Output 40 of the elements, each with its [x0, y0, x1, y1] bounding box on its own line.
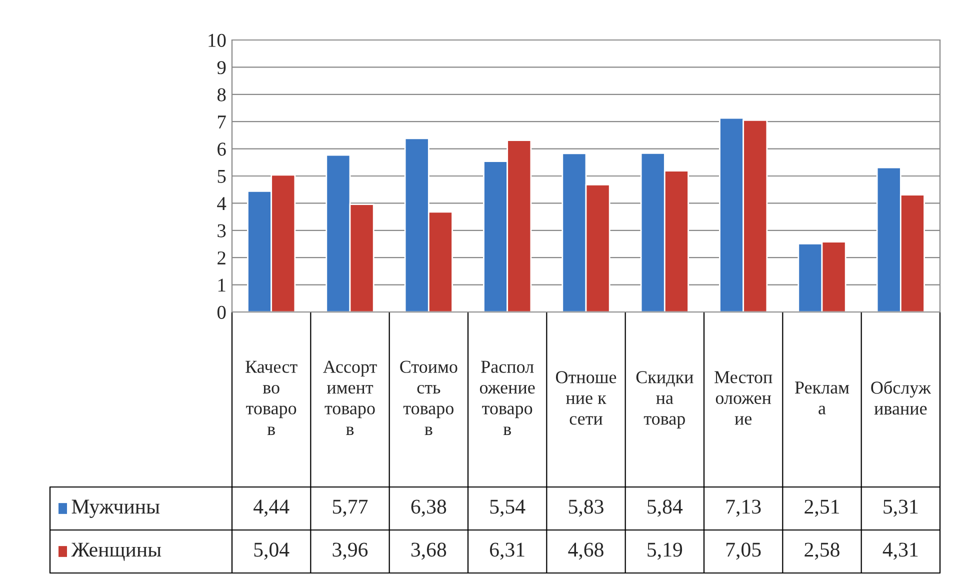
data-label: 5,84: [648, 500, 683, 517]
x-tick-label: Стоимость товаров: [400, 360, 458, 435]
data-label: 2,58: [804, 542, 840, 560]
legend-label: Женщины: [71, 542, 162, 561]
y-tick-label: 8: [217, 88, 226, 102]
data-label: 7,05: [726, 542, 761, 560]
data-label: 7,13: [726, 500, 761, 517]
x-tick-label: Реклама: [795, 382, 850, 414]
data-label: 5,54: [490, 500, 526, 517]
data-label: 2,51: [804, 500, 839, 517]
data-label: 5,31: [884, 500, 918, 517]
legend-label: Мужчины: [72, 500, 160, 518]
data-label: 6,31: [490, 542, 524, 560]
data-label: 5,77: [332, 500, 368, 517]
y-tick-label: 3: [218, 224, 226, 238]
y-tick-label: 4: [217, 197, 226, 210]
x-tick-label: Расположение товаров: [480, 360, 535, 435]
y-tick-label: 5: [218, 170, 226, 183]
data-label: 4,44: [254, 500, 290, 517]
data-label: 4,31: [882, 542, 918, 560]
x-tick-label: Скидки на товар: [636, 371, 694, 428]
x-tick-label: Ассортимент товаров: [323, 360, 377, 435]
data-label: 3,68: [411, 542, 446, 560]
data-label: 3,96: [332, 542, 368, 560]
data-label: 6,38: [411, 500, 446, 517]
x-tick-label: Отношение к сети: [556, 371, 616, 425]
y-tick-label: 1: [218, 278, 226, 292]
data-label: 4,68: [568, 542, 604, 560]
data-label: 5,83: [568, 500, 604, 517]
y-tick-label: 9: [217, 61, 226, 74]
x-tick-label: Качество товаров: [246, 360, 298, 435]
y-tick-label: 0: [217, 306, 226, 319]
y-tick-label: 10: [208, 34, 226, 47]
x-tick-label: Обслуживание: [871, 380, 931, 415]
data-label: 5,19: [648, 542, 682, 560]
y-tick-label: 6: [218, 142, 226, 156]
x-tick-label: Местоположение: [714, 371, 772, 425]
y-tick-label: 2: [218, 251, 226, 264]
data-label: 5,04: [254, 542, 290, 560]
y-tick-label: 7: [218, 116, 226, 128]
